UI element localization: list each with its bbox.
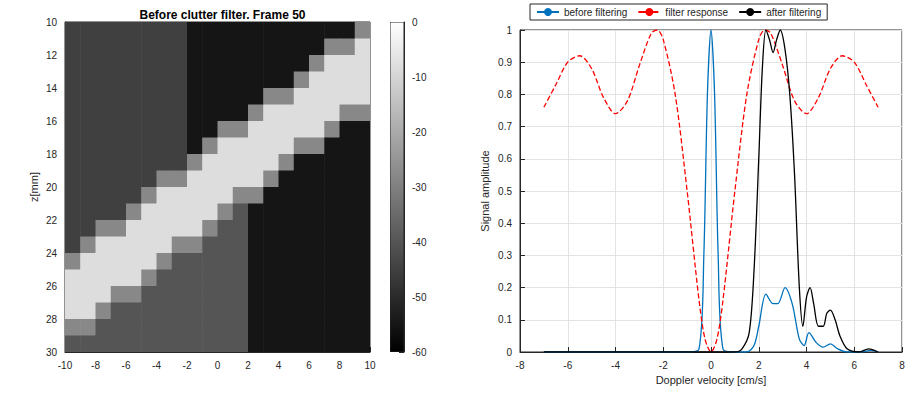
svg-text:0: 0 — [215, 360, 221, 371]
svg-text:Doppler velocity [cm/s]: Doppler velocity [cm/s] — [656, 374, 767, 386]
svg-text:Signal amplitude: Signal amplitude — [479, 150, 491, 231]
svg-text:0.1: 0.1 — [498, 314, 512, 325]
svg-text:0.4: 0.4 — [498, 218, 512, 229]
svg-text:filter response: filter response — [665, 7, 728, 18]
svg-text:8: 8 — [899, 360, 905, 371]
svg-text:14: 14 — [46, 83, 58, 94]
svg-text:10: 10 — [364, 360, 376, 371]
svg-text:-6: -6 — [122, 360, 131, 371]
svg-text:-20: -20 — [412, 127, 427, 138]
svg-text:2: 2 — [245, 360, 251, 371]
svg-text:2: 2 — [756, 360, 762, 371]
svg-text:-30: -30 — [412, 182, 427, 193]
svg-text:-8: -8 — [91, 360, 100, 371]
svg-text:0.7: 0.7 — [498, 121, 512, 132]
svg-text:Before clutter filter. Frame 5: Before clutter filter. Frame 50 — [139, 8, 305, 22]
svg-text:-60: -60 — [412, 347, 427, 358]
svg-text:after filtering: after filtering — [766, 7, 821, 18]
svg-text:4: 4 — [276, 360, 282, 371]
svg-text:z[mm]: z[mm] — [28, 172, 40, 202]
svg-text:-2: -2 — [659, 360, 668, 371]
svg-text:6: 6 — [851, 360, 857, 371]
svg-text:10: 10 — [46, 17, 58, 28]
svg-text:0: 0 — [412, 17, 418, 28]
svg-text:0.3: 0.3 — [498, 250, 512, 261]
svg-text:4: 4 — [804, 360, 810, 371]
svg-text:0.6: 0.6 — [498, 153, 512, 164]
svg-text:-50: -50 — [412, 292, 427, 303]
svg-text:-2: -2 — [183, 360, 192, 371]
svg-text:-10: -10 — [412, 72, 427, 83]
svg-text:30: 30 — [46, 347, 58, 358]
svg-text:12: 12 — [46, 50, 58, 61]
svg-text:-8: -8 — [516, 360, 525, 371]
svg-text:22: 22 — [46, 215, 58, 226]
svg-text:8: 8 — [337, 360, 343, 371]
svg-text:28: 28 — [46, 314, 58, 325]
svg-text:6: 6 — [306, 360, 312, 371]
svg-text:-4: -4 — [152, 360, 161, 371]
svg-text:0.9: 0.9 — [498, 57, 512, 68]
svg-text:24: 24 — [46, 248, 58, 259]
svg-text:0.5: 0.5 — [498, 186, 512, 197]
svg-text:18: 18 — [46, 149, 58, 160]
svg-text:0.2: 0.2 — [498, 282, 512, 293]
svg-text:-40: -40 — [412, 237, 427, 248]
svg-text:before filtering: before filtering — [564, 7, 627, 18]
svg-text:-10: -10 — [58, 360, 73, 371]
svg-text:0.8: 0.8 — [498, 89, 512, 100]
svg-text:1: 1 — [506, 25, 512, 36]
svg-text:20: 20 — [46, 182, 58, 193]
svg-text:-6: -6 — [563, 360, 572, 371]
svg-text:26: 26 — [46, 281, 58, 292]
svg-text:-4: -4 — [611, 360, 620, 371]
svg-text:16: 16 — [46, 116, 58, 127]
svg-text:0: 0 — [506, 347, 512, 358]
svg-text:0: 0 — [708, 360, 714, 371]
